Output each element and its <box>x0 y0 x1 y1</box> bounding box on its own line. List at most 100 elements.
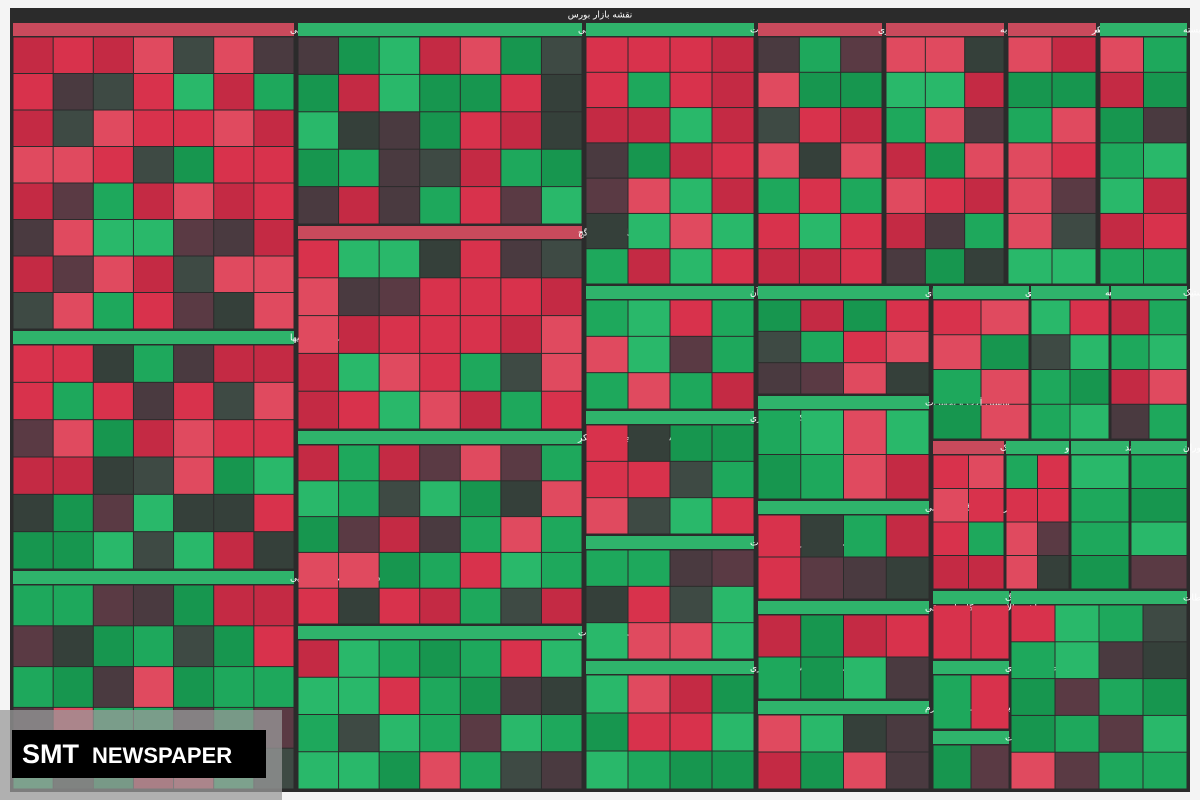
stock-tile <box>93 532 133 569</box>
stock-tile <box>174 345 214 382</box>
stock-tile <box>670 461 712 498</box>
watermark-box <box>12 730 266 778</box>
stock-tile <box>53 626 93 667</box>
stock-tile <box>501 481 541 517</box>
stock-tile <box>93 74 133 110</box>
sector-header <box>1100 23 1187 36</box>
stock-tile <box>712 300 754 336</box>
stock-tile <box>93 494 133 532</box>
stock-tile <box>1131 522 1187 555</box>
stock-tile <box>586 623 628 659</box>
stock-tile <box>339 588 379 624</box>
stock-tile <box>628 249 670 284</box>
stock-tile <box>886 752 929 789</box>
stock-tile <box>339 278 379 316</box>
stock-tile <box>712 72 754 108</box>
stock-tile <box>13 256 53 292</box>
stock-tile <box>801 752 843 789</box>
sector-header <box>586 286 754 299</box>
stock-tile <box>1144 178 1187 213</box>
stock-tile <box>501 677 541 714</box>
map-title: نقشه بازار بورس <box>568 11 633 21</box>
stock-tile <box>841 178 882 213</box>
stock-tile <box>541 187 582 224</box>
stock-tile <box>628 336 670 373</box>
stock-tile <box>420 588 460 624</box>
stock-tile <box>460 715 501 752</box>
stock-tile <box>1052 108 1096 143</box>
stock-tile <box>254 256 294 292</box>
stock-tile <box>339 74 379 112</box>
stock-tile <box>460 752 501 789</box>
stock-tile <box>712 37 754 72</box>
stock-tile <box>174 293 214 329</box>
sector-header <box>13 571 294 584</box>
stock-tile <box>53 532 93 569</box>
stock-tile <box>53 110 93 146</box>
stock-tile <box>254 382 294 420</box>
stock-tile <box>841 213 882 249</box>
stock-tile <box>712 425 754 461</box>
stock-tile <box>460 391 501 429</box>
stock-tile <box>801 410 843 454</box>
stock-tile <box>339 187 379 224</box>
stock-tile <box>1038 455 1069 488</box>
sector-header <box>886 23 1004 36</box>
stock-tile <box>460 677 501 714</box>
stock-tile <box>254 532 294 569</box>
stock-tile <box>712 623 754 659</box>
stock-tile <box>758 37 799 72</box>
stock-tile <box>1070 370 1109 404</box>
stock-tile <box>541 391 582 429</box>
stock-tile <box>712 143 754 178</box>
stock-tile <box>965 249 1004 284</box>
stock-tile <box>254 37 294 73</box>
stock-tile <box>844 410 886 454</box>
stock-tile <box>541 552 582 588</box>
sector-header <box>298 431 582 444</box>
stock-tile <box>13 626 53 667</box>
sector-header <box>1071 441 1129 454</box>
stock-tile <box>1111 404 1149 439</box>
sector-header <box>1131 441 1187 454</box>
stock-tile <box>981 335 1029 369</box>
stock-tile <box>541 715 582 752</box>
watermark-brand: SMT <box>22 739 80 769</box>
stock-tile <box>628 373 670 409</box>
stock-tile <box>670 751 712 789</box>
stock-tile <box>214 110 254 146</box>
stock-tile <box>933 745 971 789</box>
sectors: محصولات شیمیاییسرمایه گذاریهامواد و محصو… <box>13 23 1200 789</box>
stock-tile <box>1144 213 1187 249</box>
stock-tile <box>379 316 420 353</box>
stock-tile <box>841 37 882 72</box>
stock-tile <box>501 316 541 353</box>
stock-tile <box>214 494 254 532</box>
stock-tile <box>420 353 460 391</box>
stock-tile <box>501 278 541 316</box>
stock-tile <box>1052 143 1096 178</box>
stock-tile <box>53 220 93 256</box>
stock-tile <box>420 149 460 187</box>
stock-tile <box>379 481 420 517</box>
stock-tile <box>801 615 843 657</box>
stock-tile <box>298 640 339 677</box>
stock-tile <box>886 331 929 363</box>
stock-tile <box>670 550 712 586</box>
stock-tile <box>841 143 882 178</box>
stock-tile <box>1099 752 1143 789</box>
stock-tile <box>1144 249 1187 284</box>
stock-tile <box>53 293 93 329</box>
sector-header <box>933 286 1029 299</box>
stock-tile <box>379 752 420 789</box>
stock-tile <box>339 715 379 752</box>
stock-tile <box>214 345 254 382</box>
stock-tile <box>53 37 93 73</box>
stock-tile <box>379 445 420 481</box>
stock-tile <box>254 585 294 626</box>
stock-tile <box>420 552 460 588</box>
stock-tile <box>925 108 965 143</box>
sector-header <box>586 536 754 549</box>
stock-tile <box>214 382 254 420</box>
stock-tile <box>13 110 53 146</box>
